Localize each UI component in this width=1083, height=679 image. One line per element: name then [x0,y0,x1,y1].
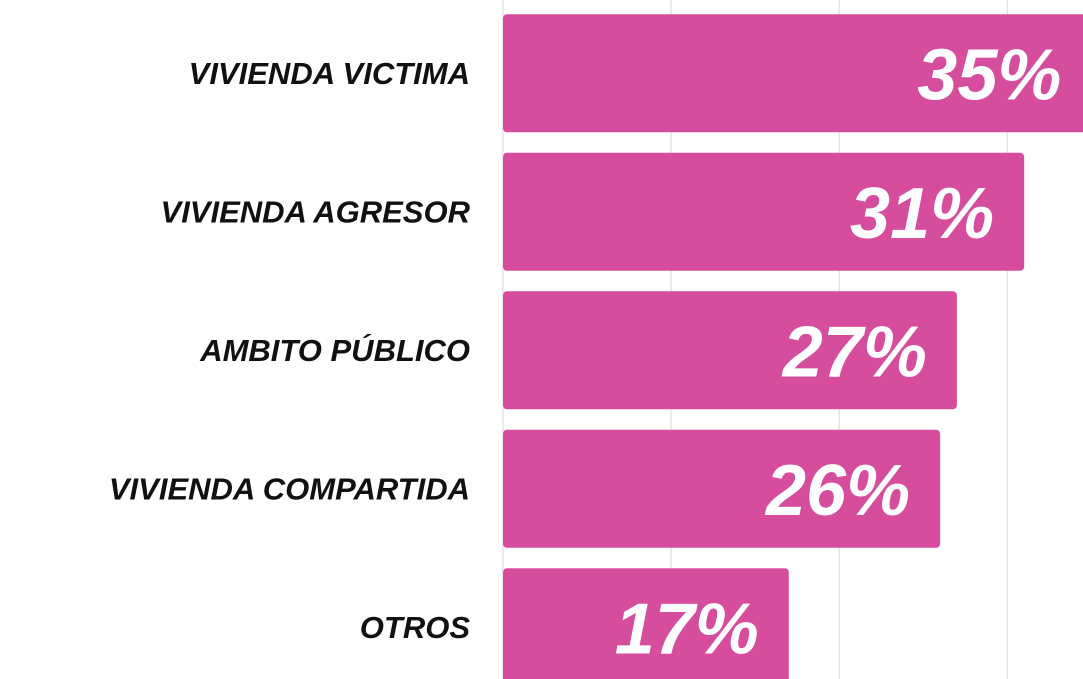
category-label: VIVIENDA COMPARTIDA [109,471,470,506]
category-label: VIVIENDA AGRESOR [161,194,471,229]
value-label: 35% [917,35,1061,115]
category-label: AMBITO PÚBLICO [199,333,470,368]
value-label: 17% [615,589,759,669]
bar [503,429,941,548]
category-label: VIVIENDA VICTIMA [189,56,470,91]
bar [503,568,789,679]
value-label: 27% [781,312,927,392]
value-label: 31% [850,174,994,254]
bar [503,152,1025,271]
category-label: OTROS [360,610,471,645]
bar [503,291,957,410]
value-label: 26% [764,451,910,531]
bar [503,14,1083,133]
